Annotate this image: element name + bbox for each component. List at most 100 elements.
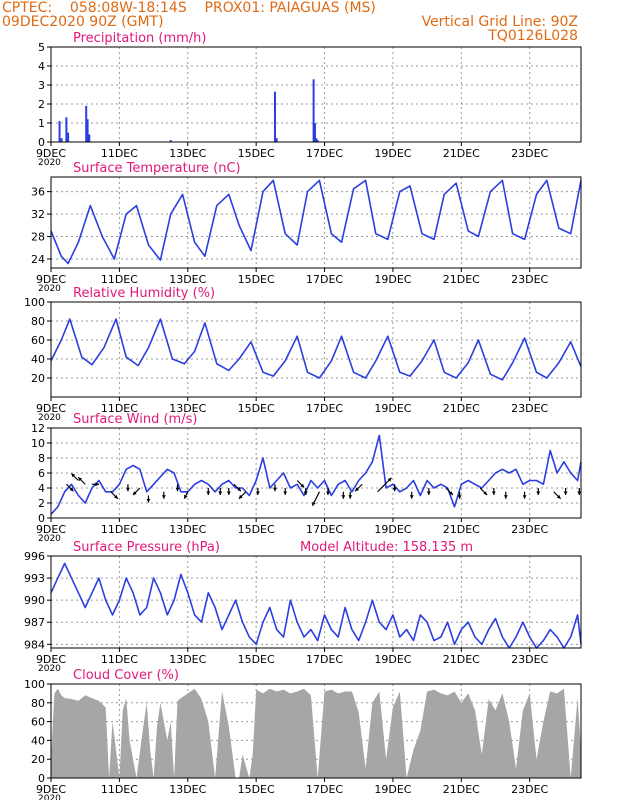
x-tick-label: 9DEC	[36, 523, 66, 536]
x-tick-label: 17DEC	[306, 402, 343, 415]
y-tick-label: 80	[31, 315, 45, 328]
x-year-label: 2020	[38, 413, 61, 423]
wind-arrow-head	[238, 494, 243, 499]
y-tick-label: 12	[31, 422, 45, 435]
x-tick-label: 11DEC	[101, 273, 138, 286]
y-tick-label: 32	[31, 208, 45, 221]
wind-arrow-head	[303, 491, 308, 495]
panel-2	[47, 176, 582, 272]
wind-arrow-head	[273, 487, 277, 492]
panel-title: Surface Pressure (hPa)	[73, 540, 220, 555]
y-tick-label: 993	[24, 572, 45, 585]
x-tick-label: 13DEC	[169, 523, 206, 536]
x-tick-label: 17DEC	[306, 147, 343, 160]
x-year-label: 2020	[38, 794, 61, 800]
panel-3	[47, 301, 582, 401]
x-tick-label: 23DEC	[511, 783, 548, 796]
x-year-label: 2020	[38, 534, 61, 544]
header-line2-right: Vertical Grid Line: 90Z	[421, 14, 578, 30]
x-tick-label: 17DEC	[306, 653, 343, 666]
y-tick-label: 40	[31, 353, 45, 366]
wind-arrow-head	[95, 482, 99, 487]
x-tick-label: 13DEC	[169, 147, 206, 160]
header-line1: CPTEC: 058:08W-18:14S PROX01: PAIAGUAS (…	[2, 0, 376, 16]
y-tick-label: 3	[38, 79, 45, 92]
x-tick-label: 15DEC	[238, 402, 275, 415]
wind-arrow-head	[491, 491, 496, 495]
panel-frame	[50, 555, 582, 649]
panel-6	[47, 683, 582, 782]
wind-arrow-head	[522, 495, 527, 499]
y-tick-label: 1	[38, 117, 45, 130]
y-tick-label: 28	[31, 231, 45, 244]
x-tick-label: 21DEC	[443, 783, 480, 796]
x-tick-label: 21DEC	[443, 653, 480, 666]
y-tick-label: 100	[24, 296, 45, 309]
header-line3-right: TQ0126L028	[488, 28, 578, 44]
x-tick-label: 19DEC	[374, 273, 411, 286]
precip-bar	[88, 134, 91, 142]
x-tick-label: 19DEC	[374, 147, 411, 160]
panel-frame	[50, 427, 582, 519]
x-tick-label: 21DEC	[443, 147, 480, 160]
wind-arrow-head	[563, 491, 568, 495]
y-tick-label: 60	[31, 334, 45, 347]
wind-arrow-head	[161, 495, 166, 499]
x-tick-label: 19DEC	[374, 783, 411, 796]
y-tick-label: 0	[38, 136, 45, 149]
header-line2-left: 09DEC2020 90Z (GMT)	[2, 14, 164, 30]
wind-arrow-head	[577, 491, 582, 495]
y-tick-label: 996	[24, 550, 45, 563]
y-tick-label: 990	[24, 594, 45, 607]
wind-arrow-head	[184, 494, 188, 499]
panel-frame	[50, 301, 582, 398]
wind-arrow-head	[226, 491, 231, 495]
wind-arrow-head	[132, 491, 137, 495]
y-tick-label: 4	[38, 482, 45, 495]
series-line	[50, 179, 582, 265]
series-line	[50, 562, 582, 649]
panel-title: Precipitation (mm/h)	[73, 31, 206, 46]
cloud-area	[51, 688, 581, 778]
x-tick-label: 9DEC	[36, 783, 66, 796]
wind-arrow-head	[114, 494, 118, 499]
x-tick-label: 11DEC	[101, 783, 138, 796]
y-tick-label: 40	[31, 734, 45, 747]
precip-bar	[273, 91, 276, 142]
x-tick-label: 13DEC	[169, 783, 206, 796]
x-tick-label: 13DEC	[169, 653, 206, 666]
wind-arrow-head	[341, 495, 346, 499]
precip-bar	[313, 123, 316, 142]
x-tick-label: 15DEC	[238, 653, 275, 666]
x-year-label: 2020	[38, 284, 61, 294]
wind-arrow-head	[126, 487, 130, 492]
wind-arrow-head	[387, 477, 392, 482]
wind-arrow-head	[71, 473, 76, 478]
precip-bar	[65, 117, 68, 142]
precip-bar	[60, 138, 63, 142]
x-tick-label: 9DEC	[36, 402, 66, 415]
x-tick-label: 9DEC	[36, 147, 66, 160]
y-tick-label: 2	[38, 497, 45, 510]
wind-arrow-head	[536, 491, 541, 495]
x-tick-label: 23DEC	[511, 402, 548, 415]
x-year-label: 2020	[38, 158, 61, 168]
panel-title: Cloud Cover (%)	[73, 668, 179, 683]
x-tick-label: 15DEC	[238, 523, 275, 536]
x-tick-label: 11DEC	[101, 653, 138, 666]
wind-arrow-head	[355, 487, 359, 492]
precip-bar	[58, 121, 61, 142]
wind-arrow-head	[312, 501, 316, 506]
wind-arrow-head	[348, 495, 353, 499]
y-tick-label: 6	[38, 467, 45, 480]
y-tick-label: 80	[31, 697, 45, 710]
wind-arrow-head	[457, 495, 462, 499]
x-tick-label: 23DEC	[511, 523, 548, 536]
wind-arrow-head	[483, 491, 488, 495]
wind-arrow-head	[503, 495, 508, 499]
x-tick-label: 9DEC	[36, 273, 66, 286]
x-tick-label: 11DEC	[101, 147, 138, 160]
wind-arrow-head	[300, 483, 305, 488]
y-tick-label: 60	[31, 716, 45, 729]
